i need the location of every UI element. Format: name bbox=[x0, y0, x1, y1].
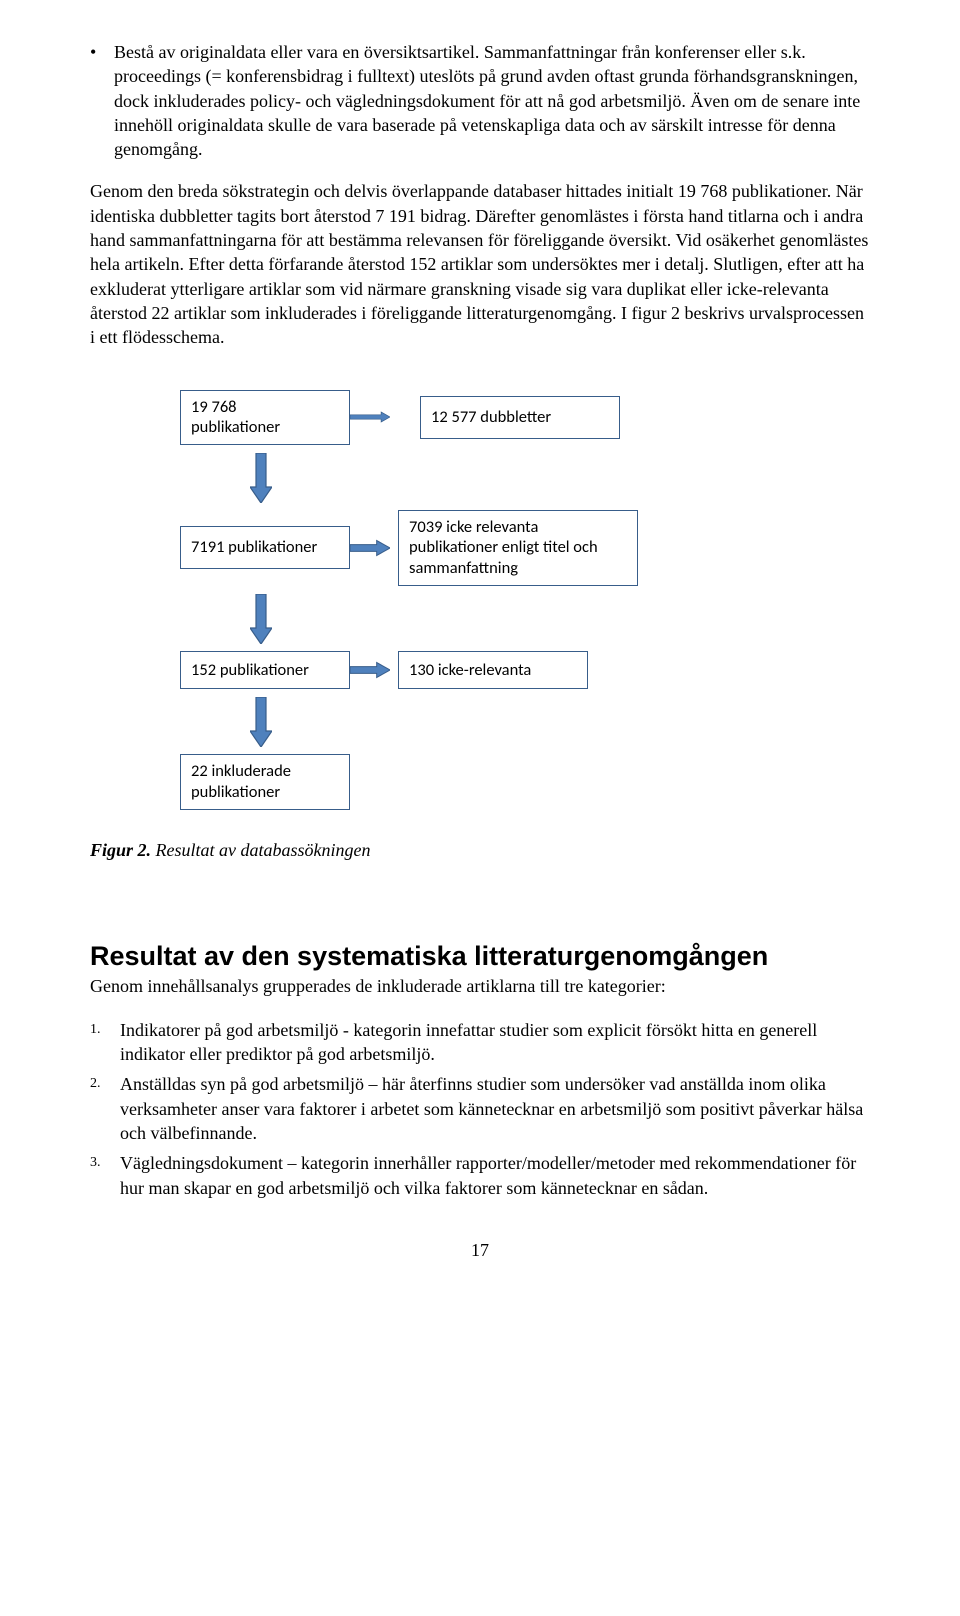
list-number: 2. bbox=[90, 1072, 120, 1145]
flow-arrow-right-3 bbox=[350, 661, 390, 679]
flow-arrow-down-2 bbox=[250, 594, 870, 649]
flow-box-dubbletter: 12 577 dubbletter bbox=[420, 396, 620, 439]
flow-row-2: 7191 publikationer 7039 icke relevanta p… bbox=[180, 510, 870, 586]
flowchart: 19 768 publikationer 12 577 dubbletter 7… bbox=[180, 390, 870, 810]
flow-row-3: 152 publikationer 130 icke-relevanta bbox=[180, 651, 870, 690]
list-number: 1. bbox=[90, 1018, 120, 1067]
flow-box-text: 7039 icke relevanta publikationer enligt… bbox=[409, 517, 598, 578]
flow-row-4: 22 inkluderade publikationer bbox=[180, 754, 870, 809]
exclusion-bullet: • Bestå av originaldata eller vara en öv… bbox=[90, 40, 870, 161]
bullet-dot: • bbox=[90, 40, 114, 161]
list-item-text: Anställdas syn på god arbetsmiljö – här … bbox=[120, 1072, 870, 1145]
arrow-right-icon bbox=[350, 408, 390, 426]
flow-box-text: 152 publikationer bbox=[191, 660, 309, 680]
flow-box-text: 12 577 dubbletter bbox=[431, 407, 551, 427]
flow-box-text: 7191 publikationer bbox=[191, 537, 317, 557]
figure-caption: Figur 2. Resultat av databassökningen bbox=[90, 840, 870, 861]
arrow-right-icon bbox=[350, 661, 390, 679]
flow-box-text: 22 inkluderade publikationer bbox=[191, 761, 291, 802]
section-intro: Genom innehållsanalys grupperades de ink… bbox=[90, 974, 870, 998]
arrow-down-icon bbox=[250, 594, 272, 644]
list-item: 1. Indikatorer på god arbetsmiljö - kate… bbox=[90, 1018, 870, 1067]
flow-box-7039: 7039 icke relevanta publikationer enligt… bbox=[398, 510, 638, 586]
flow-arrow-right-2 bbox=[350, 539, 390, 557]
list-item-text: Indikatorer på god arbetsmiljö - kategor… bbox=[120, 1018, 870, 1067]
list-item: 3. Vägledningsdokument – kategorin inner… bbox=[90, 1151, 870, 1200]
flow-box-152: 152 publikationer bbox=[180, 651, 350, 690]
page-number: 17 bbox=[90, 1240, 870, 1261]
arrow-down-icon bbox=[250, 453, 272, 503]
arrow-down-icon bbox=[250, 697, 272, 747]
flow-box-7191: 7191 publikationer bbox=[180, 526, 350, 569]
method-paragraph: Genom den breda sökstrategin och delvis … bbox=[90, 179, 870, 349]
flow-arrow-right-1 bbox=[350, 408, 390, 426]
list-number: 3. bbox=[90, 1151, 120, 1200]
arrow-right-icon bbox=[350, 539, 390, 557]
flow-box-22: 22 inkluderade publikationer bbox=[180, 754, 350, 809]
list-item-text: Vägledningsdokument – kategorin innerhål… bbox=[120, 1151, 870, 1200]
flow-box-19768: 19 768 publikationer bbox=[180, 390, 350, 445]
bullet-text: Bestå av originaldata eller vara en över… bbox=[114, 40, 870, 161]
list-item: 2. Anställdas syn på god arbetsmiljö – h… bbox=[90, 1072, 870, 1145]
figure-label: Figur 2. bbox=[90, 840, 151, 860]
figure-text: Resultat av databassökningen bbox=[151, 840, 370, 860]
flow-arrow-down-1 bbox=[250, 453, 870, 508]
flow-box-text: 19 768 publikationer bbox=[191, 397, 280, 438]
category-list: 1. Indikatorer på god arbetsmiljö - kate… bbox=[90, 1018, 870, 1200]
section-title: Resultat av den systematiska litteraturg… bbox=[90, 941, 870, 972]
flow-arrow-down-3 bbox=[250, 697, 870, 752]
flow-box-130: 130 icke-relevanta bbox=[398, 651, 588, 690]
flow-row-1: 19 768 publikationer 12 577 dubbletter bbox=[180, 390, 870, 445]
flow-box-text: 130 icke-relevanta bbox=[409, 660, 531, 680]
